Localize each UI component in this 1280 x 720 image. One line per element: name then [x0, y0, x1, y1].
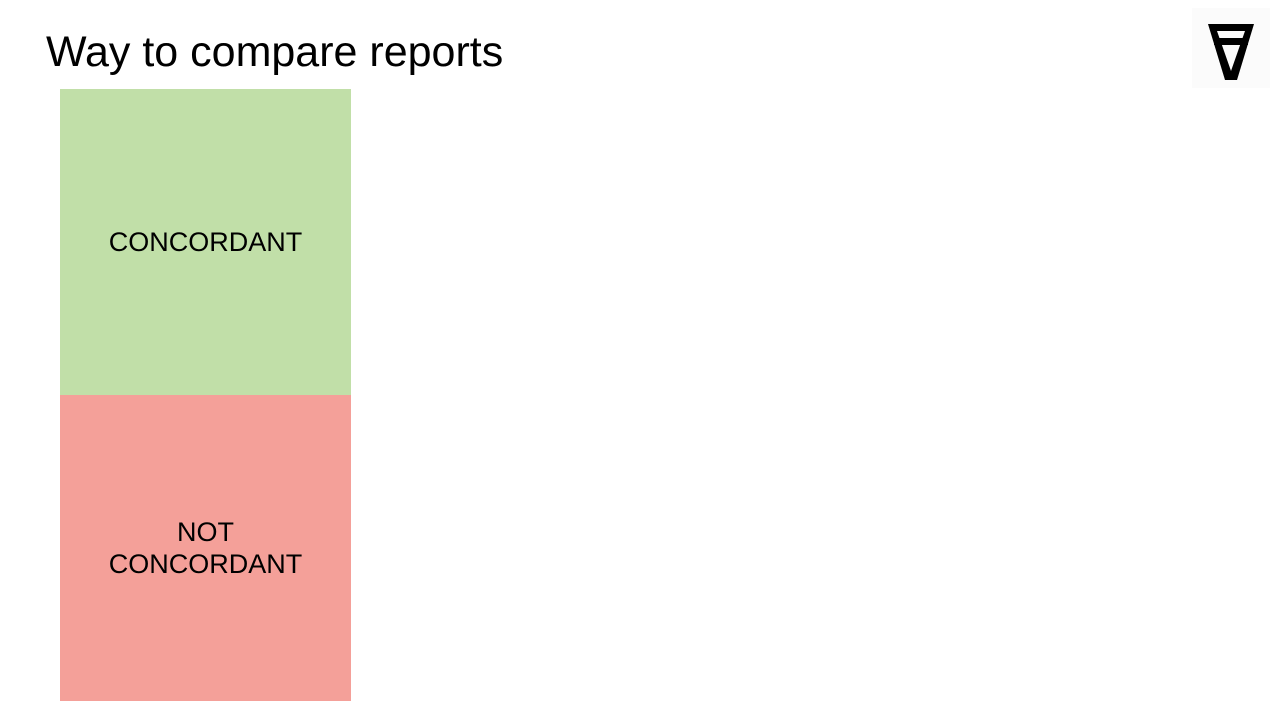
- slide-title: Way to compare reports: [46, 28, 504, 76]
- concordant-box: CONCORDANT: [60, 89, 351, 395]
- logo: [1192, 8, 1270, 88]
- not-concordant-box: NOT CONCORDANT: [60, 395, 351, 701]
- inverted-a-logo-icon: [1208, 24, 1254, 80]
- not-concordant-label: NOT CONCORDANT: [108, 517, 303, 579]
- concordant-label: CONCORDANT: [108, 227, 303, 257]
